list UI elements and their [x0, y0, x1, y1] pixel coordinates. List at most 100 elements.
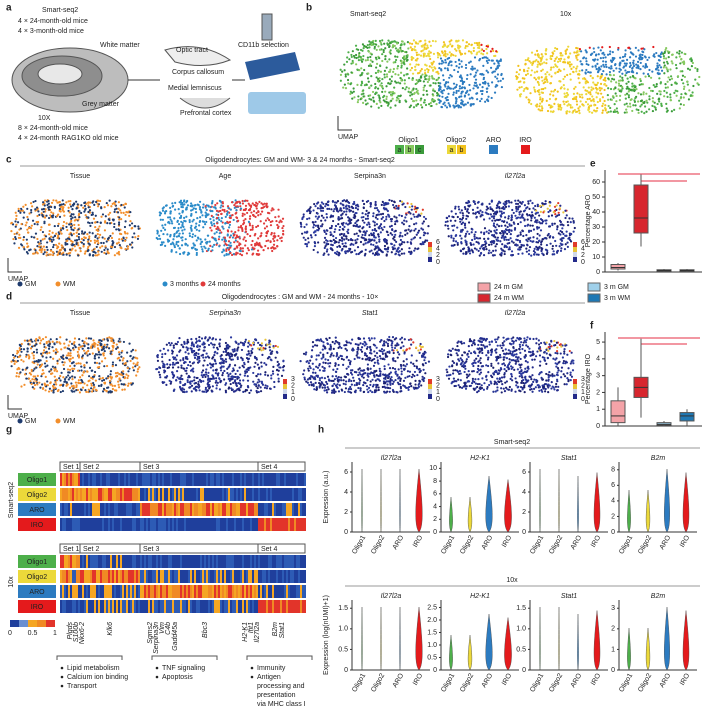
cell-dot [320, 225, 322, 227]
cell-dot [315, 225, 317, 227]
cell-dot [209, 206, 211, 208]
cell-dot [666, 96, 668, 98]
cell-dot [652, 100, 654, 102]
cell-dot [634, 104, 636, 106]
cell-dot [573, 66, 575, 68]
cell-dot [391, 80, 393, 82]
cell-dot [538, 221, 540, 223]
cell-dot [540, 70, 542, 72]
cell-dot [397, 74, 399, 76]
cell-dot [521, 252, 523, 254]
cell-dot [358, 59, 360, 61]
cell-dot [114, 389, 116, 391]
cell-dot [478, 44, 480, 46]
cell-dot [463, 247, 465, 249]
cell-dot [383, 208, 385, 210]
cell-dot [107, 204, 109, 206]
cell-dot [360, 67, 362, 69]
cell-dot [491, 208, 493, 210]
cell-dot [570, 221, 572, 223]
cell-dot [69, 252, 71, 254]
cell-dot [89, 225, 91, 227]
cell-dot [165, 205, 167, 207]
cell-dot [332, 220, 334, 222]
cell-dot [272, 238, 274, 240]
cell-dot [313, 203, 315, 205]
cell-dot [202, 250, 204, 252]
cell-dot [225, 216, 227, 218]
cell-dot [398, 214, 400, 216]
cell-dot [73, 224, 75, 226]
cell-dot [597, 59, 599, 61]
cell-dot [427, 71, 429, 73]
cell-dot [514, 215, 516, 217]
cell-dot [425, 104, 427, 106]
cell-dot [631, 71, 633, 73]
cell-dot [458, 59, 460, 61]
cell-dot [201, 214, 203, 216]
cell-dot [190, 213, 192, 215]
cell-dot [181, 229, 183, 231]
cell-dot [118, 216, 120, 218]
cell-dot [108, 347, 110, 349]
cell-dot [458, 90, 460, 92]
cell-dot [411, 89, 413, 91]
cell-dot [417, 93, 419, 95]
cell-dot [49, 356, 51, 358]
cell-dot [417, 232, 419, 234]
cell-dot [251, 248, 253, 250]
cell-dot [509, 237, 511, 239]
panel-title: Oligodendrocytes: GM and WM- 3 & 24 mont… [205, 157, 395, 164]
cell-dot [528, 231, 530, 233]
cell-dot [374, 224, 376, 226]
cell-dot [333, 210, 335, 212]
cell-dot [459, 221, 461, 223]
cell-dot [267, 230, 269, 232]
cell-dot [621, 77, 623, 79]
cell-dot [179, 201, 181, 203]
cell-dot [462, 81, 464, 83]
cell-dot [563, 61, 565, 63]
panel-label: d [6, 292, 12, 303]
cell-dot [363, 222, 365, 224]
colorbar [573, 252, 577, 257]
cell-dot [71, 248, 73, 250]
cell-dot [46, 204, 48, 206]
cell-dot [455, 55, 457, 57]
cell-dot [374, 46, 376, 48]
cell-dot [619, 57, 621, 59]
cell-dot [510, 233, 512, 235]
cell-dot [421, 68, 423, 70]
cell-dot [563, 58, 565, 60]
cell-dot [544, 53, 546, 55]
label: White matter [100, 42, 140, 49]
cell-dot [390, 49, 392, 51]
cell-dot [30, 227, 32, 229]
cell-dot [574, 86, 576, 88]
cell-dot [449, 41, 451, 43]
cell-dot [137, 238, 139, 240]
colorbar-tick: 2 [436, 252, 440, 259]
cell-dot [441, 96, 443, 98]
cell-dot [335, 237, 337, 239]
cell-dot [572, 71, 574, 73]
cell-dot [52, 239, 54, 241]
cell-dot [126, 352, 128, 354]
cell-dot [642, 65, 644, 67]
cell-dot [625, 83, 627, 85]
cell-dot [522, 201, 524, 203]
cell-dot [83, 365, 85, 367]
cell-dot [246, 252, 248, 254]
cell-dot [357, 246, 359, 248]
cell-dot [226, 247, 228, 249]
cell-dot [46, 251, 48, 253]
cell-dot [589, 47, 591, 49]
cell-dot [406, 67, 408, 69]
cell-dot [506, 239, 508, 241]
cell-dot [135, 374, 137, 376]
cell-dot [574, 227, 576, 229]
cell-dot [629, 66, 631, 68]
cell-dot [26, 246, 28, 248]
cell-dot [301, 233, 303, 235]
cell-dot [404, 79, 406, 81]
